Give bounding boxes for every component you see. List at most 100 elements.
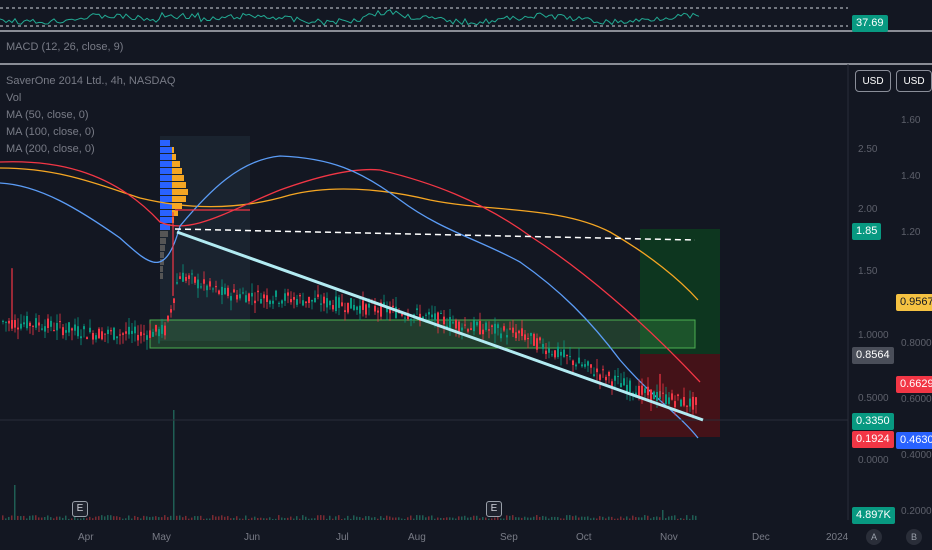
volume-profile-bar xyxy=(160,140,170,146)
candle-body xyxy=(53,329,55,331)
candle-body xyxy=(65,330,67,333)
candle-body xyxy=(224,287,226,295)
volume-bar xyxy=(290,516,292,520)
volume-bar xyxy=(362,518,364,520)
volume-bar xyxy=(332,518,334,520)
currency-button-right[interactable]: USD xyxy=(896,70,932,92)
candle-body xyxy=(677,394,679,397)
volume-bar xyxy=(470,517,472,520)
candle-body xyxy=(314,298,316,303)
x-tick: Dec xyxy=(752,532,770,543)
resistance-dashed-line[interactable] xyxy=(174,228,696,241)
volume-profile-bar xyxy=(160,245,165,251)
candle-body xyxy=(386,306,388,313)
volume-bar xyxy=(374,517,376,520)
volume-bar xyxy=(278,515,280,520)
volume-bar xyxy=(149,517,151,520)
volume-bar xyxy=(89,516,91,520)
volume-bar xyxy=(86,518,88,520)
candle-body xyxy=(158,329,160,337)
volume-bar xyxy=(680,517,682,520)
long-position-profit-zone[interactable] xyxy=(640,229,720,354)
volume-bar xyxy=(230,518,232,520)
downtrend-line[interactable] xyxy=(176,230,704,422)
candle-body xyxy=(506,335,508,338)
y-tick: 1.0000 xyxy=(858,330,889,341)
candle-body xyxy=(644,388,646,393)
candle-body xyxy=(179,276,181,279)
volume-bar xyxy=(473,515,475,520)
volume-profile-bar xyxy=(160,252,164,258)
candle-body xyxy=(548,348,550,353)
volume-bar xyxy=(611,516,613,520)
volume-bar xyxy=(485,517,487,520)
auto-scale-button[interactable]: A xyxy=(866,529,882,545)
x-tick: Sep xyxy=(500,532,518,543)
volume-bar xyxy=(233,517,235,520)
volume-bar xyxy=(509,515,511,520)
candle-body xyxy=(11,320,13,329)
candle-body xyxy=(326,298,328,308)
volume-bar xyxy=(494,517,496,520)
volume-bar xyxy=(476,515,478,520)
volume-bar xyxy=(215,516,217,520)
candle-body xyxy=(41,328,43,330)
candle-body xyxy=(8,320,10,324)
candle-body xyxy=(623,378,625,386)
volume-bar xyxy=(47,515,49,520)
volume-bar xyxy=(248,518,250,520)
candle-body xyxy=(257,290,259,293)
candle-body xyxy=(557,346,559,358)
candle-body xyxy=(77,326,79,337)
volume-bar xyxy=(356,516,358,520)
volume-bar xyxy=(437,517,439,520)
earnings-marker[interactable]: E xyxy=(72,501,88,517)
candle-body xyxy=(461,327,463,331)
candle-body xyxy=(203,279,205,284)
candle-body xyxy=(395,306,397,318)
log-scale-button[interactable]: B xyxy=(906,529,922,545)
candle-body xyxy=(263,294,265,299)
volume-bar xyxy=(401,518,403,520)
volume-bar xyxy=(8,516,10,520)
candle-body xyxy=(593,374,595,377)
volume-bar xyxy=(245,515,247,520)
volume-bar xyxy=(389,516,391,520)
candle-body xyxy=(47,318,49,328)
volume-bar xyxy=(251,517,253,520)
volume-bar xyxy=(20,516,22,520)
volume-bar xyxy=(269,517,271,520)
volume-bar xyxy=(602,516,604,520)
price-label-ma200: 0.9567 xyxy=(896,294,932,311)
earnings-marker[interactable]: E xyxy=(486,501,502,517)
volume-profile-bar xyxy=(160,259,164,265)
candle-body xyxy=(656,391,658,401)
volume-bar xyxy=(488,518,490,520)
volume-bar xyxy=(65,515,67,520)
volume-bar xyxy=(194,516,196,520)
volume-bar xyxy=(296,516,298,520)
y-tick-right: 1.60 xyxy=(901,115,921,126)
volume-bar xyxy=(143,515,145,520)
volume-bar xyxy=(530,517,532,520)
volume-bar xyxy=(650,518,652,520)
candle-body xyxy=(470,328,472,331)
volume-profile-bar xyxy=(160,266,163,272)
currency-button-left[interactable]: USD xyxy=(855,70,891,92)
volume-bar xyxy=(218,516,220,520)
candle-body xyxy=(356,306,358,310)
volume-bar xyxy=(419,515,421,520)
volume-bar xyxy=(203,518,205,520)
volume-profile xyxy=(160,136,250,341)
volume-profile-bar xyxy=(172,168,182,174)
price-label-last: 0.3350 xyxy=(852,413,894,430)
volume-bar xyxy=(254,516,256,520)
volume-profile-bar xyxy=(172,182,186,188)
candle-body xyxy=(185,276,187,281)
candle-body xyxy=(113,327,115,340)
support-zone[interactable] xyxy=(149,319,696,349)
volume-bar xyxy=(101,515,103,520)
volume-bar xyxy=(518,517,520,520)
x-tick: May xyxy=(152,532,171,543)
